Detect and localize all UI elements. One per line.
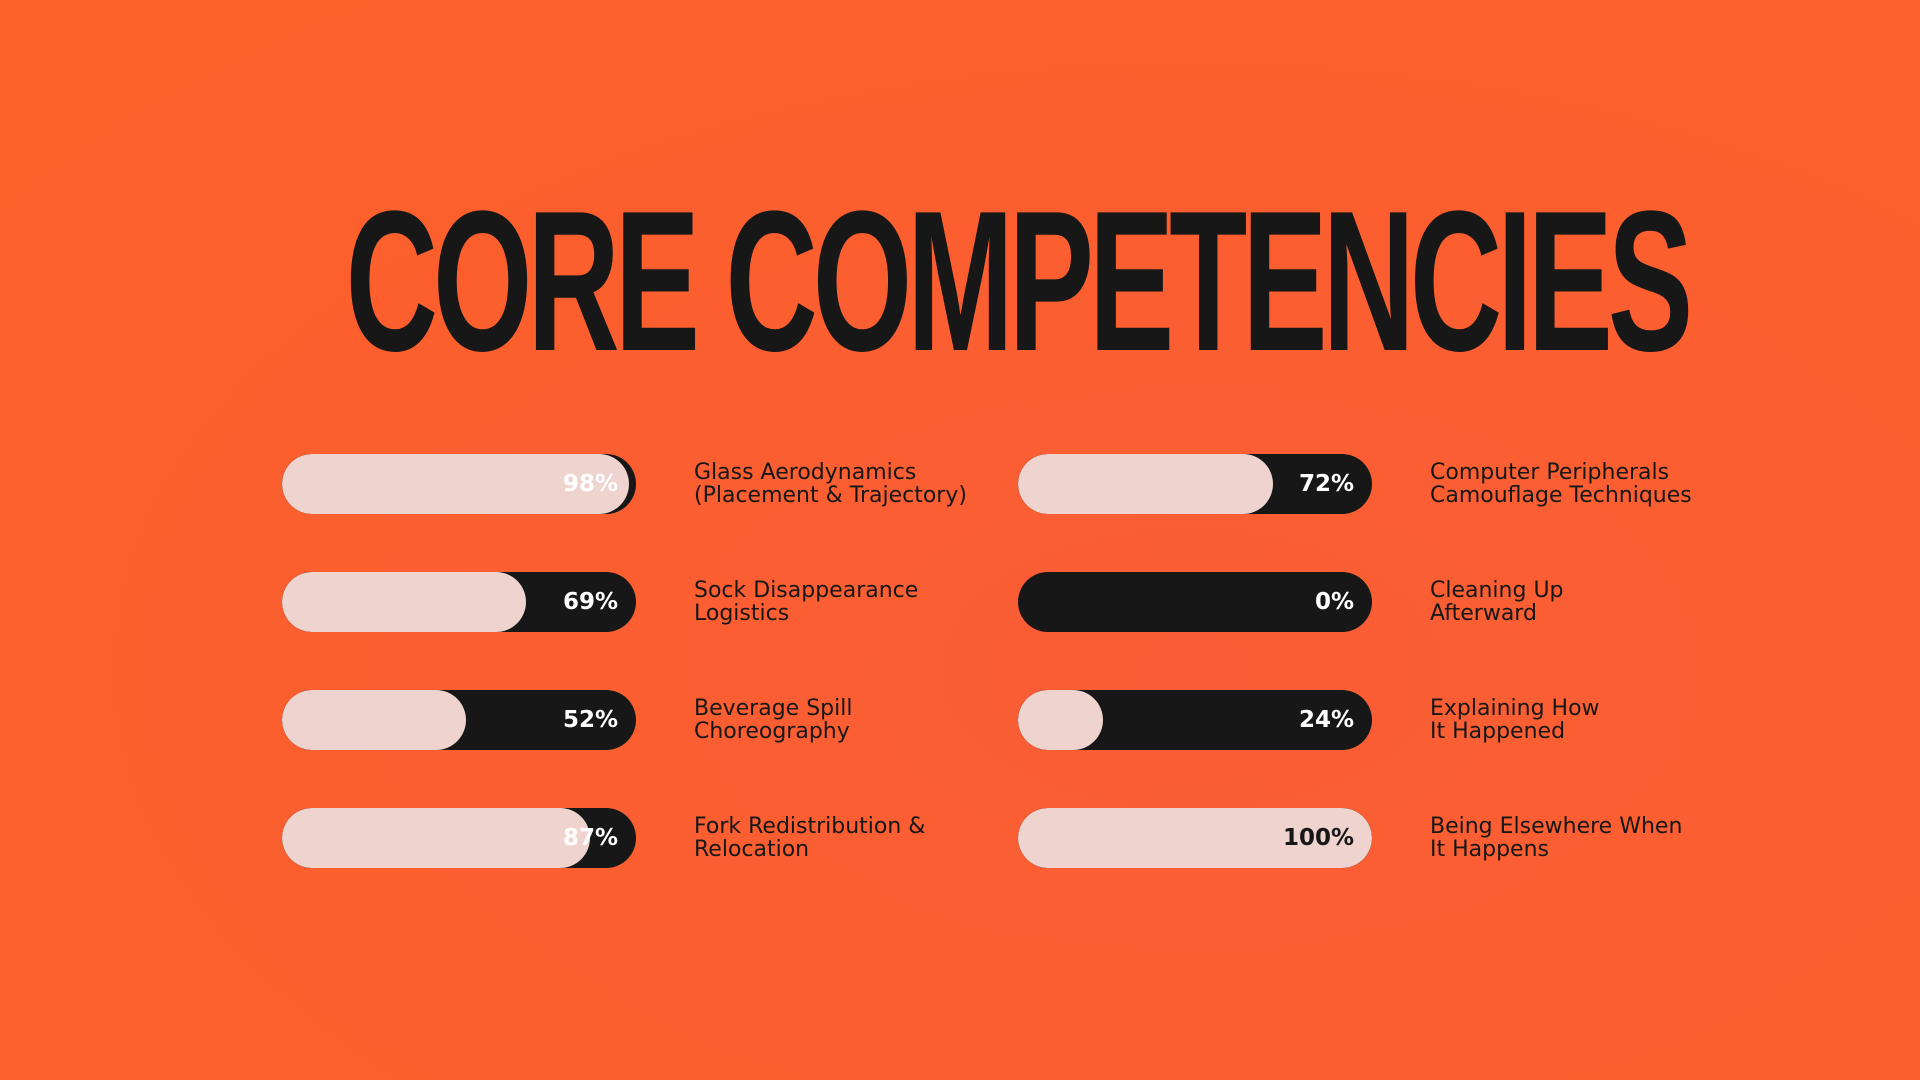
progress-bar: 0% <box>1018 572 1372 632</box>
competency-item: 69% Sock Disappearance Logistics <box>282 572 1002 632</box>
competency-label: Beverage Spill Choreography <box>694 696 853 744</box>
competency-label: Cleaning Up Afterward <box>1430 578 1564 626</box>
competency-label: Glass Aerodynamics (Placement & Trajecto… <box>694 460 967 508</box>
progress-fill <box>1018 808 1372 868</box>
progress-fill <box>282 808 590 868</box>
progress-percent: 98% <box>562 471 618 497</box>
competency-item: 52% Beverage Spill Choreography <box>282 690 1002 750</box>
competency-label: Explaining How It Happened <box>1430 696 1600 744</box>
progress-fill <box>282 454 629 514</box>
competency-label: Being Elsewhere When It Happens <box>1430 814 1683 862</box>
progress-fill <box>282 690 467 750</box>
competency-label: Fork Redistribution & Relocation <box>694 814 926 862</box>
progress-fill <box>1018 690 1103 750</box>
competency-item: 98% Glass Aerodynamics (Placement & Traj… <box>282 454 1002 514</box>
progress-percent: 69% <box>562 589 618 615</box>
progress-bar: 87% <box>282 808 636 868</box>
competency-label: Sock Disappearance Logistics <box>694 578 919 626</box>
progress-fill <box>282 572 527 632</box>
competency-item: 24% Explaining How It Happened <box>1018 690 1738 750</box>
competency-item: 0% Cleaning Up Afterward <box>1018 572 1738 632</box>
competency-item: 87% Fork Redistribution & Relocation <box>282 808 1002 868</box>
progress-percent: 52% <box>562 707 618 733</box>
progress-fill <box>1018 454 1273 514</box>
progress-bar: 24% <box>1018 690 1372 750</box>
page-title: CORE COMPETENCIES <box>345 170 1694 393</box>
progress-bar: 69% <box>282 572 636 632</box>
progress-bar: 72% <box>1018 454 1372 514</box>
progress-percent: 0% <box>1314 589 1354 615</box>
progress-bar: 98% <box>282 454 636 514</box>
competency-item: 100% Being Elsewhere When It Happens <box>1018 808 1738 868</box>
progress-percent: 100% <box>1282 825 1354 851</box>
progress-percent: 87% <box>562 825 618 851</box>
progress-bar: 100% <box>1018 808 1372 868</box>
progress-percent: 72% <box>1298 471 1354 497</box>
competency-item: 72% Computer Peripherals Camouflage Tech… <box>1018 454 1738 514</box>
progress-bar: 52% <box>282 690 636 750</box>
competency-label: Computer Peripherals Camouflage Techniqu… <box>1430 460 1692 508</box>
progress-percent: 24% <box>1298 707 1354 733</box>
